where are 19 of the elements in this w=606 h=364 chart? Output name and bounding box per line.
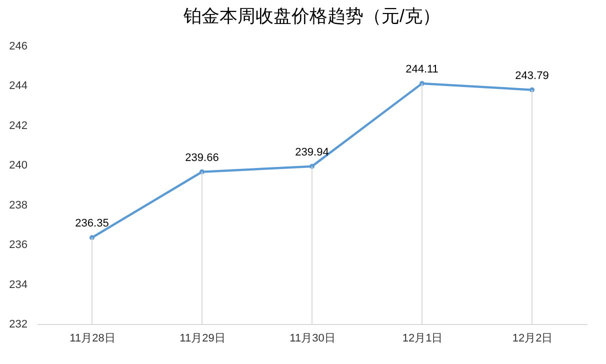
y-tick-label: 246 (9, 40, 28, 52)
y-tick-label: 236 (9, 239, 28, 252)
y-tick-label: 234 (9, 278, 28, 291)
data-label: 236.35 (75, 218, 109, 230)
data-label: 239.66 (185, 152, 219, 164)
x-tick-label: 11月28日 (70, 332, 116, 344)
y-tick-label: 242 (9, 120, 28, 132)
chart-title: 铂金本周收盘价格趋势（元/克） (182, 6, 441, 26)
x-tick-label: 12月1日 (402, 332, 443, 344)
data-label: 244.11 (406, 64, 438, 76)
y-tick-label: 244 (9, 80, 28, 92)
y-tick-label: 238 (9, 199, 28, 212)
data-label: 239.94 (295, 146, 329, 158)
x-tick-label: 11月30日 (290, 332, 336, 344)
x-tick-label: 12月2日 (512, 332, 553, 344)
data-label: 243.79 (515, 70, 549, 82)
y-tick-label: 240 (9, 160, 28, 172)
x-tick-label: 11月29日 (180, 332, 226, 344)
y-tick-label: 232 (9, 318, 28, 330)
